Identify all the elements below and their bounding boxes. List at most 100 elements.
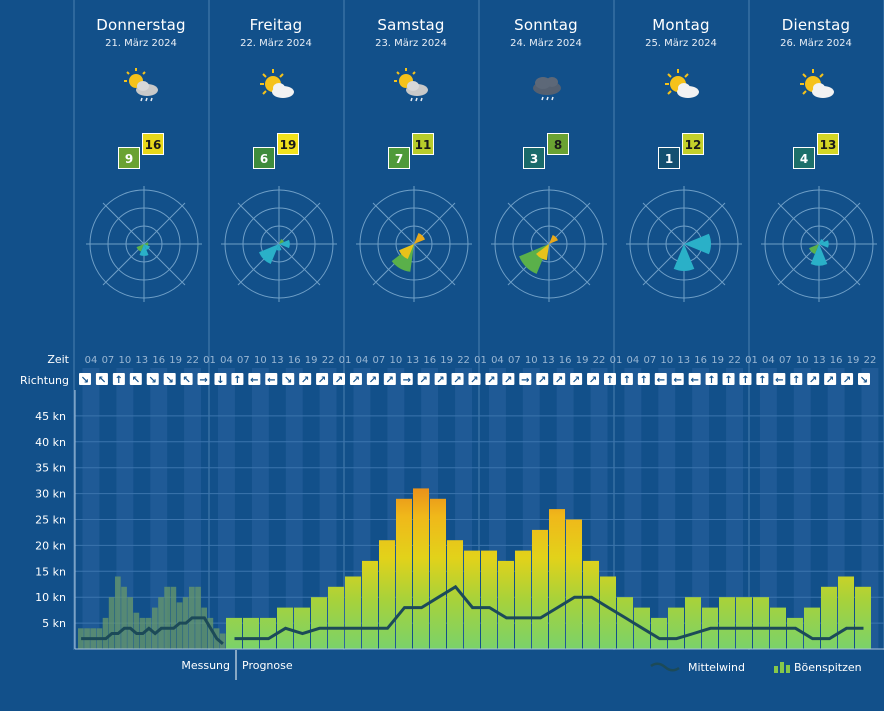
forecast-gust-bar (838, 576, 854, 649)
direction-box (95, 373, 108, 385)
measured-mean-line (81, 616, 224, 645)
sun-cloud-rain-icon (121, 66, 161, 106)
time-tick-label: 19 (169, 355, 182, 366)
measured-gust-bar (78, 628, 84, 649)
column-stripe (218, 368, 235, 649)
forecast-gust-bar (515, 550, 531, 649)
direction-arrow-icon: ← (690, 375, 698, 386)
direction-box (620, 373, 633, 385)
column-stripe (658, 368, 676, 649)
direction-box (146, 373, 159, 385)
sun-cloud-icon (796, 66, 836, 106)
measured-gust-bar (145, 617, 152, 649)
time-tick-label: 16 (152, 355, 165, 366)
direction-arrow-icon: ↘ (81, 375, 89, 386)
column-stripe (285, 368, 303, 649)
legend-label: Böenspitzen (794, 661, 862, 674)
wind-rose-sector (279, 239, 284, 244)
time-tick-label: 01 (203, 355, 216, 366)
temp-min-badge: 6 (253, 147, 275, 169)
direction-arrow-icon: ↑ (115, 375, 123, 386)
direction-box (468, 373, 481, 385)
column-stripe (861, 368, 879, 649)
time-tick-label: 04 (762, 355, 775, 366)
direction-arrow-icon: ↑ (707, 375, 715, 386)
direction-arrow-icon: ↗ (843, 375, 851, 386)
day-name: Samstag (377, 16, 445, 34)
direction-arrow-icon: ↑ (758, 375, 766, 386)
column-stripe (726, 368, 743, 649)
time-tick-label: 10 (525, 355, 538, 366)
direction-arrow-icon: → (403, 375, 411, 386)
time-tick-label: 22 (593, 355, 606, 366)
wind-rose-sector (536, 244, 549, 261)
day-name: Dienstag (781, 16, 851, 34)
direction-arrow-icon: ↗ (369, 375, 377, 386)
direction-arrow-icon: ↗ (318, 375, 326, 386)
direction-box (282, 373, 295, 385)
time-tick-label: 13 (677, 355, 690, 366)
direction-arrow-icon: ↗ (470, 375, 478, 386)
wind-rose-sector (809, 244, 819, 254)
direction-arrow-icon: ↗ (589, 375, 597, 386)
y-tick-label: 5 kn (42, 617, 66, 630)
direction-box (231, 373, 244, 385)
sun-cloud-rain-icon (391, 66, 431, 106)
day-header-freitag: Freitag 22. März 2024 6 19 (209, 0, 343, 350)
direction-arrow-icon: ↑ (792, 375, 800, 386)
direction-arrow-icon: ↖ (132, 375, 140, 386)
day-date: 26. März 2024 (780, 38, 852, 49)
measured-gust-bar (219, 633, 226, 649)
direction-box (163, 373, 176, 385)
direction-box (383, 373, 396, 385)
direction-box (366, 373, 379, 385)
direction-arrow-icon: ↗ (487, 375, 495, 386)
direction-box (536, 373, 549, 385)
direction-arrow-icon: ↘ (149, 375, 157, 386)
forecast-gust-bar (464, 550, 480, 649)
direction-arrow-icon: ← (657, 375, 665, 386)
direction-arrow-icon: ↘ (165, 375, 173, 386)
legend-boenspitzen: Böenspitzen (774, 660, 874, 674)
direction-box (637, 373, 650, 385)
time-tick-label: 10 (119, 355, 132, 366)
column-stripe (150, 368, 168, 649)
forecast-gust-bar (260, 617, 276, 649)
measured-gust-bar (164, 586, 170, 649)
measured-gust-bar (176, 602, 183, 649)
wind-rose (221, 186, 337, 302)
temp-max-badge: 12 (682, 133, 704, 155)
direction-row-label: Richtung (20, 374, 69, 387)
direction-arrow-icon: ← (267, 375, 275, 386)
sun-cloud-icon (256, 66, 296, 106)
wind-rose-sector (414, 233, 425, 244)
direction-arrow-icon: ↑ (233, 375, 241, 386)
measured-gust-bar (115, 576, 121, 649)
wind-rose-sector (279, 239, 290, 249)
wind-rose-sector (819, 240, 829, 248)
direction-box (316, 373, 329, 385)
measured-gust-bar (158, 597, 164, 649)
direction-arrow-icon: ↗ (453, 375, 461, 386)
time-tick-label: 01 (339, 355, 352, 366)
sun-cloud-icon (661, 66, 701, 106)
direction-arrow-icon: ↗ (826, 375, 834, 386)
time-tick-label: 07 (373, 355, 386, 366)
column-stripe (624, 368, 642, 649)
wind-rose-sector (136, 244, 144, 252)
direction-box (214, 373, 227, 385)
forecast-gust-bar (498, 560, 514, 649)
day-name: Montag (652, 16, 710, 34)
wind-rose-sector (276, 244, 282, 251)
day-date: 21. März 2024 (105, 38, 177, 49)
measured-gust-bar (201, 607, 207, 649)
direction-arrow-icon: ← (775, 375, 783, 386)
temp-max-badge: 8 (547, 133, 569, 155)
direction-arrow-icon: ↖ (98, 375, 106, 386)
y-tick-label: 25 kn (35, 514, 66, 527)
time-tick-label: 07 (779, 355, 792, 366)
forecast-gust-bar (583, 560, 599, 649)
forecast-gust-bar (294, 607, 310, 649)
direction-box (485, 373, 498, 385)
